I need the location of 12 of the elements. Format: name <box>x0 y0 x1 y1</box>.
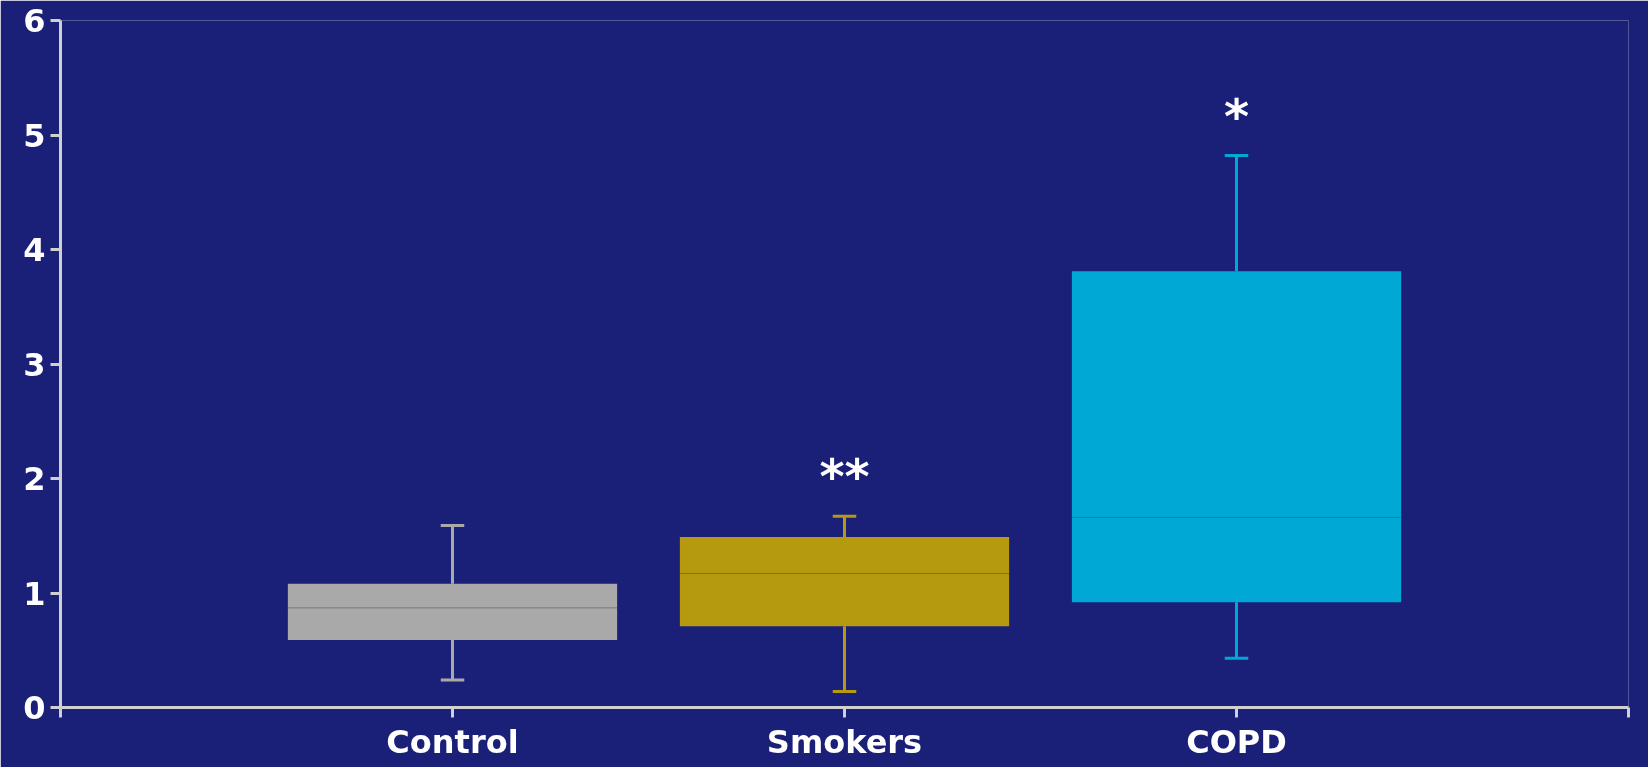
y-tick-label: 1 <box>23 574 46 613</box>
x-tick-label: Control <box>386 722 519 761</box>
y-tick-label: 4 <box>23 231 46 269</box>
y-tick-label: 6 <box>23 2 46 40</box>
y-tick-label: 3 <box>23 345 46 384</box>
y-tick-label: 2 <box>23 460 46 498</box>
x-tick-label: Smokers <box>766 722 923 761</box>
annotation: * <box>1223 87 1250 144</box>
x-tick-label: COPD <box>1186 722 1287 761</box>
y-tick-label: 0 <box>23 689 46 727</box>
annotation: ** <box>819 448 870 505</box>
y-tick-label: 5 <box>23 116 46 155</box>
